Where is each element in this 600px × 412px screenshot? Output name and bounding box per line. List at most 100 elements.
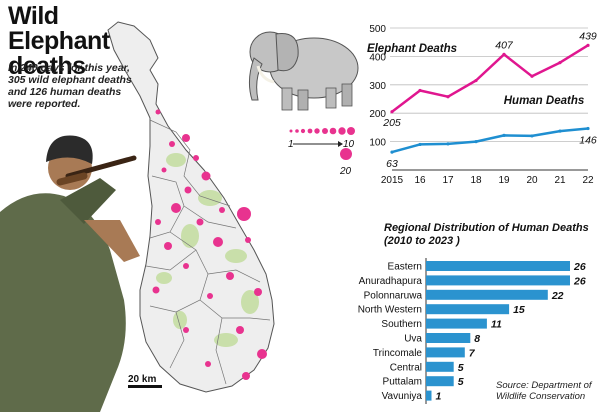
- bar-value-label: 15: [513, 304, 525, 316]
- forest-patch: [225, 249, 247, 263]
- death-location-dot: [254, 288, 262, 296]
- bar-category-label: Trincomale: [373, 348, 423, 359]
- bar: [426, 261, 570, 271]
- elephant-leg: [297, 89, 309, 111]
- forest-patch: [181, 224, 199, 248]
- death-location-dot: [161, 167, 167, 173]
- legend-dot: [322, 128, 328, 134]
- district-border: [145, 249, 197, 271]
- death-location-dot: [245, 237, 251, 243]
- series-label-elephant-text: Elephant Deaths: [367, 43, 457, 55]
- y-tick-label: 400: [369, 52, 386, 63]
- data-label: 439: [579, 30, 597, 42]
- death-location-dot: [236, 326, 244, 334]
- bar: [426, 333, 471, 343]
- map-scale-bar: 20 km: [128, 374, 162, 388]
- x-tick-label: 2015: [381, 175, 404, 186]
- death-location-dot: [237, 207, 251, 221]
- line-chart-grid: [390, 27, 588, 171]
- district-border: [149, 231, 209, 313]
- hunter-torso: [0, 193, 126, 412]
- district-border: [199, 299, 271, 321]
- bar-chart: Eastern 26 Anuradhapura 26 Polonnaruwa 22 Nort…: [358, 258, 586, 404]
- legend-dot: [300, 128, 306, 134]
- death-location-dot: [155, 109, 161, 115]
- line-point: [390, 110, 394, 114]
- line-chart-x-ticks: 2015 16 17 18 19 20 21 22: [381, 175, 594, 186]
- elephant-illustration: [248, 31, 359, 111]
- district-border: [215, 317, 227, 385]
- line-point: [390, 150, 394, 154]
- line-point: [502, 133, 506, 137]
- line-point: [586, 126, 590, 131]
- district-borders: [145, 119, 271, 385]
- bar: [426, 275, 570, 286]
- elephant-leg: [341, 83, 353, 107]
- bar-value-label: 26: [573, 261, 586, 273]
- forest-patch: [156, 272, 172, 284]
- bar: [426, 347, 465, 358]
- x-tick-label: 17: [442, 175, 454, 186]
- death-location-dot: [242, 372, 250, 380]
- line-point: [586, 43, 590, 47]
- death-location-dot: [201, 171, 211, 181]
- line-point: [446, 95, 450, 99]
- x-tick-label: 16: [414, 175, 426, 186]
- district-border: [149, 119, 231, 207]
- death-location-dot: [207, 293, 213, 299]
- data-label: 63: [386, 158, 398, 170]
- bar-category-label: Anuradhapura: [359, 276, 423, 287]
- line-point: [474, 140, 478, 144]
- elephant-deaths-line: [391, 44, 589, 113]
- bar: [426, 304, 510, 315]
- district-border: [183, 205, 237, 229]
- elephant-ear: [275, 32, 299, 72]
- line-point: [474, 78, 478, 83]
- data-label: 407: [495, 39, 514, 51]
- x-tick-label: 19: [498, 175, 510, 186]
- forest-patch: [173, 311, 187, 329]
- bar-value-label: 1: [436, 391, 442, 403]
- legend-dot: [340, 148, 352, 160]
- legend-dot: [338, 127, 346, 135]
- bar-chart-bars: Eastern 26 Anuradhapura 26 Polonnaruwa 22 Nort…: [358, 258, 586, 404]
- bar-category-label: North Western: [358, 305, 422, 316]
- forest-patch: [214, 333, 238, 347]
- death-location-dot: [155, 219, 161, 225]
- legend-label-max: 20: [339, 166, 352, 177]
- hunter-with-rifle-illustration: [0, 135, 140, 412]
- hunter-sleeve: [60, 178, 116, 224]
- death-location-dot: [169, 141, 175, 147]
- x-tick-label: 20: [526, 175, 538, 186]
- page-title: Wild Elephant deaths: [8, 2, 110, 80]
- line-chart-data-labels: 205 407 439 63 146: [382, 30, 597, 170]
- data-label: 205: [382, 117, 401, 129]
- line-point: [530, 74, 534, 78]
- line-chart-series: [390, 43, 590, 154]
- death-location-dot: [183, 263, 189, 269]
- elephant-trunk: [248, 57, 263, 101]
- y-tick-label: 500: [369, 24, 386, 35]
- legend-arrowhead: [338, 141, 343, 147]
- death-location-dot: [226, 272, 234, 280]
- hunter-arm: [84, 220, 140, 262]
- line-chart-y-ticks: 100 200 300 400 500: [369, 24, 386, 149]
- legend-label-mid: 10: [343, 139, 355, 150]
- bar-category-label: Eastern: [388, 262, 422, 273]
- rifle: [65, 155, 137, 179]
- series-label-human-text: Human Deaths: [504, 95, 585, 107]
- forest-patch: [166, 153, 186, 167]
- district-border: [207, 269, 261, 283]
- bar-value-label: 11: [491, 319, 502, 331]
- bar-category-label: Uva: [404, 334, 422, 345]
- series-label-human: Human Deaths: [504, 95, 585, 107]
- x-tick-label: 18: [470, 175, 482, 186]
- bar-value-label: 5: [458, 362, 464, 374]
- line-point: [558, 129, 562, 133]
- bar: [426, 318, 487, 329]
- y-tick-label: 300: [369, 81, 386, 92]
- legend-dot: [295, 129, 299, 133]
- death-location-dot: [183, 327, 189, 333]
- line-point: [558, 61, 562, 65]
- bar-value-label: 26: [573, 275, 586, 287]
